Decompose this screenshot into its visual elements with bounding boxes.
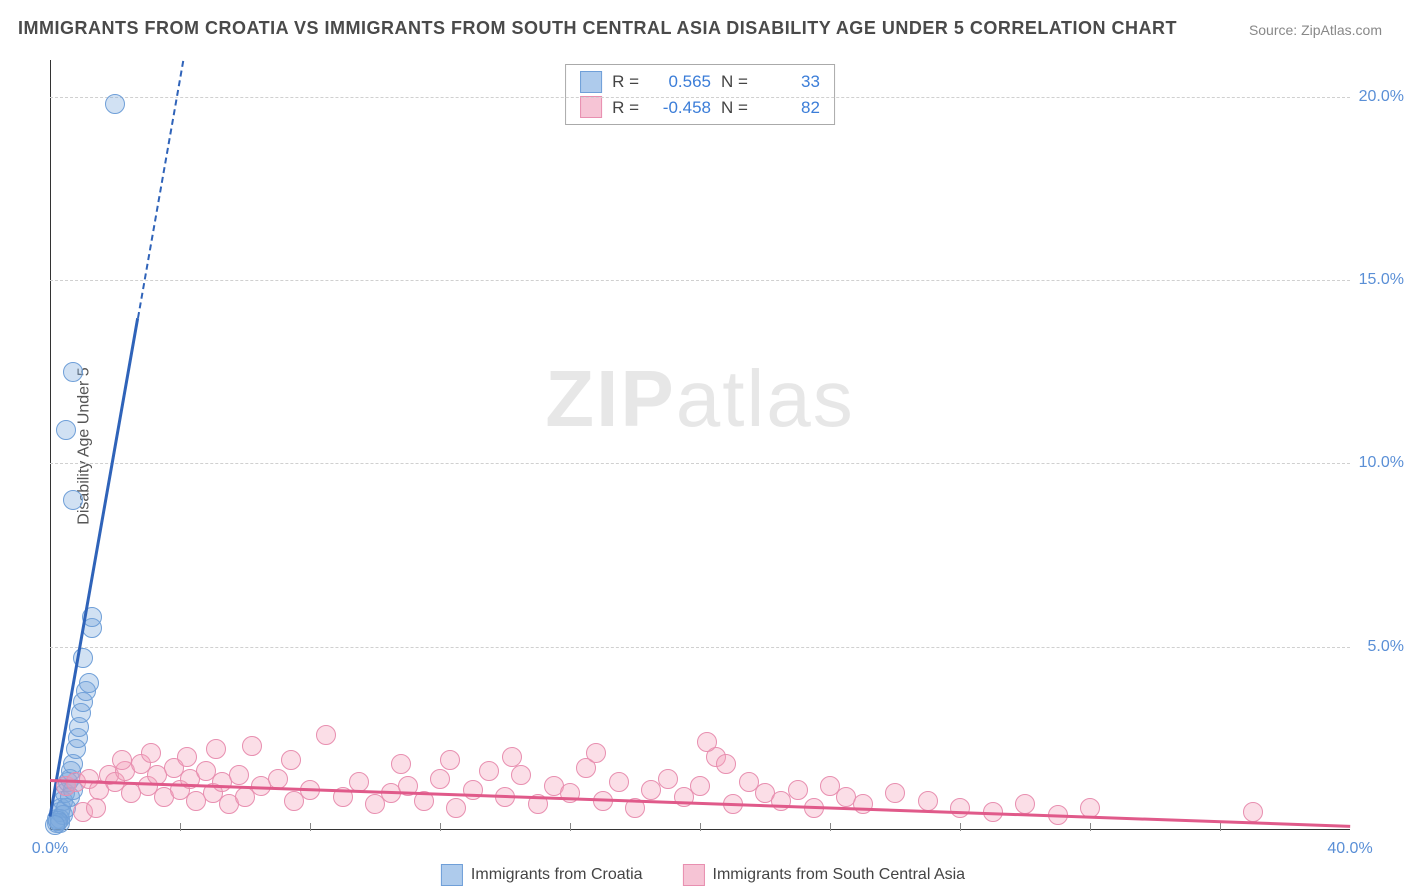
source-site: ZipAtlas.com [1301,22,1382,38]
data-point [63,362,83,382]
data-point [853,794,873,814]
grid-line [50,647,1350,648]
data-point [242,736,262,756]
x-tick [440,823,441,831]
n-value-1: 82 [758,95,820,121]
data-point [206,739,226,759]
x-tick [960,823,961,831]
source-prefix: Source: [1249,22,1301,38]
data-point [268,769,288,789]
data-point [1243,802,1263,822]
y-tick-label: 20.0% [1359,88,1404,106]
x-tick [1220,823,1221,831]
data-point [105,94,125,114]
x-tick [570,823,571,831]
bottom-legend: Immigrants from Croatia Immigrants from … [441,864,965,886]
watermark: ZIPatlas [545,353,854,445]
legend-label-0: Immigrants from Croatia [471,866,643,884]
data-point [950,798,970,818]
data-point [229,765,249,785]
legend-item-0: Immigrants from Croatia [441,864,643,886]
x-tick-label: 40.0% [1327,840,1372,858]
data-point [586,743,606,763]
data-point [177,747,197,767]
data-point [430,769,450,789]
legend-swatch-0 [441,864,463,886]
watermark-rest: atlas [676,354,855,443]
data-point [86,798,106,818]
n-value-0: 33 [758,69,820,95]
data-point [697,732,717,752]
stats-legend: R = 0.565 N = 33 R = -0.458 N = 82 [565,64,835,125]
swatch-series-1 [580,96,602,118]
data-point [502,747,522,767]
data-point [440,750,460,770]
y-tick-label: 10.0% [1359,454,1404,472]
data-point [658,769,678,789]
data-point [716,754,736,774]
data-point [511,765,531,785]
x-tick-label: 0.0% [32,840,68,858]
r-label-1: R = [612,95,639,121]
legend-item-1: Immigrants from South Central Asia [683,864,966,886]
data-point [1015,794,1035,814]
data-point [281,750,301,770]
legend-label-1: Immigrants from South Central Asia [713,866,966,884]
watermark-bold: ZIP [545,354,675,443]
stats-row-series-0: R = 0.565 N = 33 [580,69,820,95]
r-label-0: R = [612,69,639,95]
swatch-series-0 [580,71,602,93]
x-tick [830,823,831,831]
grid-line [50,463,1350,464]
x-tick [180,823,181,831]
data-point [45,815,65,835]
data-point [479,761,499,781]
y-tick-label: 5.0% [1368,638,1404,656]
x-tick [1090,823,1091,831]
x-tick [310,823,311,831]
data-point [446,798,466,818]
y-axis [50,60,51,830]
data-point [788,780,808,800]
legend-swatch-1 [683,864,705,886]
r-value-0: 0.565 [649,69,711,95]
chart-title: IMMIGRANTS FROM CROATIA VS IMMIGRANTS FR… [18,18,1177,39]
data-point [609,772,629,792]
data-point [63,490,83,510]
data-point [141,743,161,763]
data-point [918,791,938,811]
data-point [56,420,76,440]
data-point [316,725,336,745]
y-tick-label: 15.0% [1359,271,1404,289]
data-point [112,750,132,770]
source-attribution: Source: ZipAtlas.com [1249,22,1382,38]
r-value-1: -0.458 [649,95,711,121]
x-tick [700,823,701,831]
n-label-1: N = [721,95,748,121]
grid-line [50,97,1350,98]
grid-line [50,280,1350,281]
data-point [391,754,411,774]
data-point [885,783,905,803]
n-label-0: N = [721,69,748,95]
trend-line [49,318,140,817]
stats-row-series-1: R = -0.458 N = 82 [580,95,820,121]
data-point [79,673,99,693]
data-point [690,776,710,796]
scatter-plot: ZIPatlas R = 0.565 N = 33 R = -0.458 N =… [50,60,1350,830]
